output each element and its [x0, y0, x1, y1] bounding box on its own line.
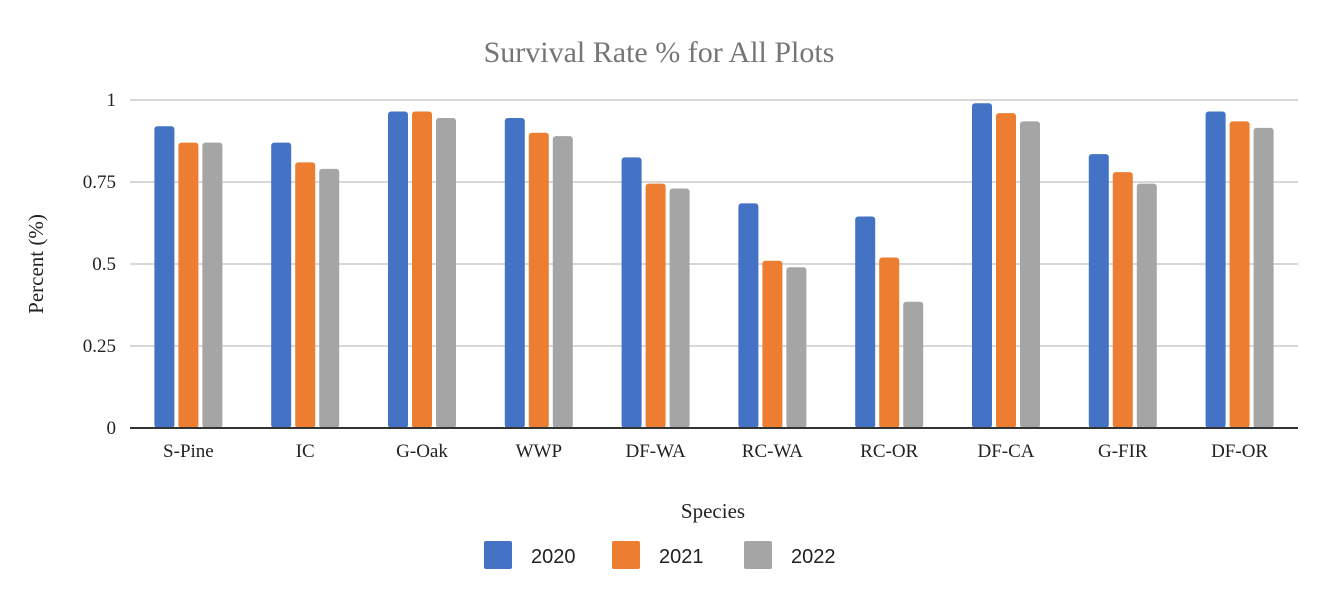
bar-2022-RC-WA [786, 267, 807, 428]
bar-2020-DF-WA [621, 157, 642, 428]
x-axis-label: Species [681, 499, 745, 523]
bar-2022-IC [319, 168, 340, 428]
y-tick-labels: 0 0.25 0.5 0.75 1 [83, 90, 116, 439]
bar-2022-DF-WA [669, 188, 690, 428]
x-tick-label: RC-WA [742, 441, 804, 462]
bar-2020-RC-WA [738, 203, 759, 428]
bar-2022-RC-OR [903, 301, 924, 428]
bar-2022-S-Pine [202, 142, 223, 428]
bar-2021-G-FIR [1112, 172, 1133, 428]
bar-2021-DF-WA [645, 183, 666, 428]
legend: 2020 2021 2022 [484, 541, 836, 569]
bar-2022-DF-CA [1020, 121, 1040, 428]
x-tick-label: G-Oak [396, 441, 448, 462]
bar-2020-DF-OR [1205, 111, 1226, 428]
bar-2021-RC-WA [762, 260, 783, 428]
x-tick-label: DF-OR [1211, 441, 1268, 462]
legend-label: 2021 [659, 546, 704, 568]
bar-2022-DF-OR [1253, 127, 1274, 428]
y-tick-label: 0.5 [92, 254, 116, 275]
y-tick-label: 0.75 [83, 172, 116, 193]
x-tick-label: S-Pine [163, 441, 214, 462]
bar-2020-G-FIR [1088, 154, 1109, 428]
bar-2020-G-Oak [388, 111, 408, 428]
x-tick-label: WWP [516, 441, 562, 462]
bar-2021-G-Oak [412, 111, 432, 428]
y-tick-label: 1 [107, 90, 117, 111]
x-tick-labels: S-Pine IC G-Oak WWP DF-WA RC-WA RC-OR DF-CA G-FI… [163, 441, 1268, 462]
x-tick-label: DF-CA [977, 441, 1034, 462]
bar-2020-RC-OR [855, 216, 876, 428]
legend-swatch-2022 [744, 541, 772, 569]
bar-2022-G-FIR [1136, 183, 1157, 428]
legend-swatch-2020 [484, 541, 512, 569]
x-tick-label: IC [296, 441, 315, 462]
bar-2021-RC-OR [879, 257, 900, 428]
bar-2021-S-Pine [178, 142, 199, 428]
bar-2022-G-Oak [436, 118, 456, 428]
bar-2021-WWP [528, 132, 549, 429]
legend-label: 2022 [791, 546, 836, 568]
bar-2021-DF-OR [1229, 121, 1250, 428]
bar-2021-DF-CA [996, 113, 1016, 429]
bars [154, 103, 1274, 429]
y-tick-label: 0.25 [83, 336, 116, 357]
bar-2020-S-Pine [154, 126, 175, 429]
bar-2021-IC [295, 162, 316, 428]
y-axis-label: Percent (%) [24, 214, 48, 314]
x-tick-label: RC-OR [860, 441, 918, 462]
bar-2020-WWP [504, 118, 525, 428]
legend-swatch-2021 [612, 541, 640, 569]
chart-title: Survival Rate % for All Plots [484, 36, 835, 69]
x-tick-label: DF-WA [626, 441, 686, 462]
bar-2020-IC [271, 142, 292, 428]
y-tick-label: 0 [107, 418, 117, 439]
bar-2020-DF-CA [972, 103, 992, 428]
legend-label: 2020 [531, 546, 576, 568]
bar-2022-WWP [552, 136, 573, 428]
x-tick-label: G-FIR [1098, 441, 1148, 462]
